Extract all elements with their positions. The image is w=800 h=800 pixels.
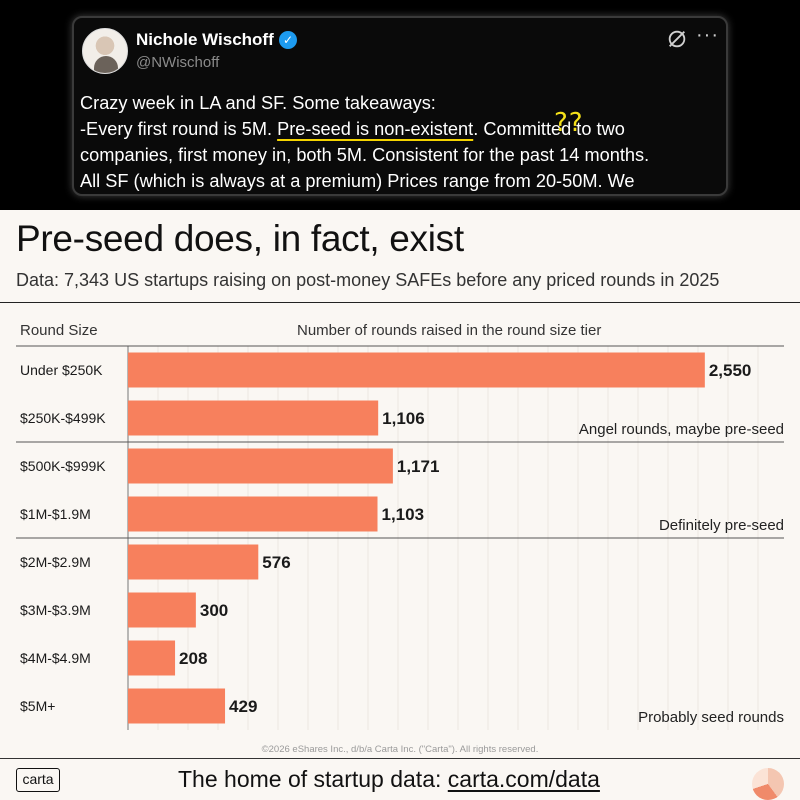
tweet-line-2-end: . Committed to two — [473, 119, 625, 139]
tweet-card[interactable]: Nichole Wischoff ✓ @NWischoff ··· Crazy … — [72, 16, 728, 196]
copyright-notice: ©2026 eShares Inc., d/b/a Carta Inc. ("C… — [261, 744, 539, 755]
category-label: $2M-$2.9M — [20, 554, 91, 570]
group-label: Definitely pre-seed — [659, 517, 784, 534]
page-subtitle: Data: 7,343 US startups raising on post-… — [16, 270, 720, 290]
bar-value-label: 1,106 — [382, 409, 425, 428]
tweet-line-2-start: -Every first round is 5M. — [80, 119, 278, 139]
bar-value-label: 576 — [262, 553, 290, 572]
avatar[interactable] — [82, 28, 128, 74]
bar-value-label: 2,550 — [709, 361, 752, 380]
tweet-line-3: companies, first money in, both 5M. Cons… — [80, 145, 650, 165]
bar — [128, 496, 378, 532]
bar — [128, 688, 226, 724]
group-label: Angel rounds, maybe pre-seed — [579, 421, 784, 438]
carta-swirl-icon — [752, 768, 784, 800]
bar-chart: Angel rounds, maybe pre-seed Definitely p… — [16, 345, 784, 730]
bar — [128, 544, 259, 580]
carta-logo[interactable]: carta — [16, 768, 60, 792]
category-label: $1M-$1.9M — [20, 506, 91, 522]
tweet-line-4: All SF (which is always at a premium) Pr… — [80, 171, 635, 191]
bar — [128, 400, 379, 436]
bar-value-label: 1,103 — [382, 505, 425, 524]
category-label: $4M-$4.9M — [20, 650, 91, 666]
tweet-panel: Nichole Wischoff ✓ @NWischoff ··· Crazy … — [0, 0, 800, 210]
category-column-header: Round Size — [20, 322, 98, 339]
question-marks-annotation: ?? — [554, 108, 584, 138]
highlighted-claim: Pre-seed is non-existent — [277, 119, 474, 139]
bar-value-label: 300 — [200, 601, 228, 620]
author-handle[interactable]: @NWischoff — [136, 54, 220, 71]
footer-divider — [0, 758, 800, 759]
grok-icon[interactable] — [666, 28, 688, 50]
verified-badge-icon: ✓ — [279, 31, 297, 49]
page-title: Pre-seed does, in fact, exist — [16, 218, 464, 259]
footer-tagline: The home of startup data: carta.com/data — [178, 766, 600, 793]
category-label: Under $250K — [20, 362, 103, 378]
value-column-header: Number of rounds raised in the round siz… — [297, 322, 602, 339]
bar-value-label: 208 — [179, 649, 207, 668]
group-label: Probably seed rounds — [638, 709, 784, 726]
bar — [128, 352, 705, 388]
category-label: $250K-$499K — [20, 410, 106, 426]
category-label: $5M+ — [20, 698, 55, 714]
bar — [128, 640, 176, 676]
category-label: $3M-$3.9M — [20, 602, 91, 618]
header-divider — [0, 302, 800, 303]
bar — [128, 448, 393, 484]
tweet-line-1: Crazy week in LA and SF. Some takeaways: — [80, 93, 436, 113]
author-name[interactable]: Nichole Wischoff — [136, 30, 274, 49]
footer-tagline-text: The home of startup data: — [178, 766, 448, 792]
tweet-line-2: -Every first round is 5M. Pre-seed is no… — [80, 116, 720, 142]
category-label: $500K-$999K — [20, 458, 106, 474]
bar — [128, 592, 196, 628]
footer-link[interactable]: carta.com/data — [447, 766, 600, 792]
bar-value-label: 1,171 — [397, 457, 440, 476]
tweet-text: Crazy week in LA and SF. Some takeaways:… — [80, 90, 720, 194]
bar-value-label: 429 — [229, 697, 257, 716]
more-options-icon[interactable]: ··· — [696, 24, 719, 46]
